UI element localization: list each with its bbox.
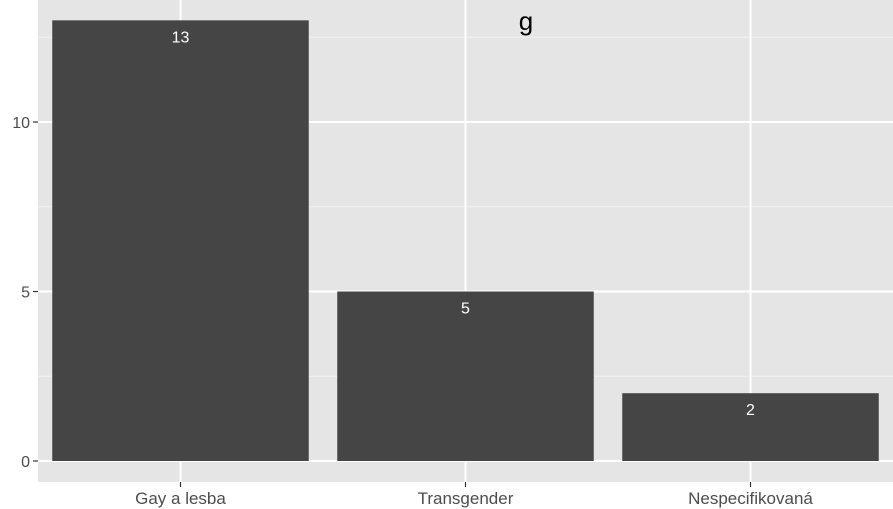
bar-value-label: 5 xyxy=(461,301,470,318)
bar-gay-a-lesba xyxy=(52,20,309,462)
x-tick-label: Nespecifikovaná xyxy=(688,489,813,508)
y-tick-label: 10 xyxy=(12,115,30,132)
bar-value-label: 2 xyxy=(746,402,755,419)
y-tick-label: 5 xyxy=(21,285,30,302)
x-tick-label: Transgender xyxy=(418,489,514,508)
bars-group xyxy=(52,20,879,462)
bar-nespecifikovaná xyxy=(622,393,879,461)
y-tick-label: 0 xyxy=(21,454,30,471)
chart-title: g xyxy=(519,6,533,36)
x-axis: Gay a lesba Transgender Nespecifikovaná xyxy=(135,482,813,508)
y-axis: 0 5 10 xyxy=(12,115,38,471)
x-tick-label: Gay a lesba xyxy=(135,489,226,508)
bar-labels-group: 13 5 2 xyxy=(172,29,755,419)
bar-value-label: 13 xyxy=(172,29,190,46)
bar-transgender xyxy=(337,291,594,461)
